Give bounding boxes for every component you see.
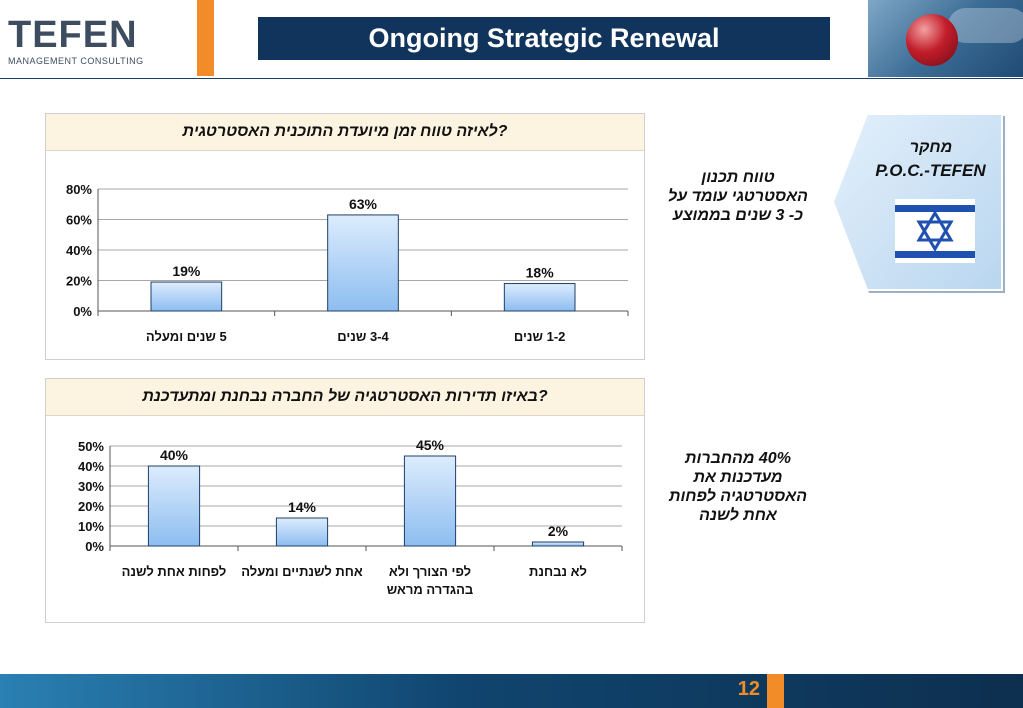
bar (403, 455, 457, 547)
y-tick-label: 80% (66, 182, 92, 197)
y-tick-label: 20% (66, 274, 92, 289)
bar (150, 281, 223, 312)
bar (503, 283, 576, 312)
category-label: בהגדרה מראש (387, 582, 473, 597)
logo-wordmark: TEFEN (8, 14, 138, 56)
data-label: 63% (349, 196, 378, 212)
tefen-logo: TEFEN MANAGEMENT CONSULTING (8, 14, 186, 67)
category-label: 3-4 שנים (337, 329, 389, 344)
chart2-side-note: 40% מהחברות מעדכנות את האסטרטגיה לפחות א… (668, 450, 807, 524)
chart2-question: ?באיזו תדירות האסטרטגיה של החברה נבחנת ו… (46, 379, 644, 416)
flag-top-stripe (895, 205, 975, 212)
star-of-david-icon (916, 210, 954, 252)
bar (275, 517, 329, 547)
slide-title: Ongoing Strategic Renewal (258, 17, 830, 60)
category-label: 5 שנים ומעלה (146, 329, 227, 344)
category-label: אחת לשנתיים ומעלה (241, 564, 363, 579)
chart2-panel: ?באיזו תדירות האסטרטגיה של החברה נבחנת ו… (45, 378, 645, 623)
data-label: 19% (172, 263, 201, 279)
category-label: לפי הצורך ולא (389, 564, 471, 579)
category-label: 1-2 שנים (514, 329, 566, 344)
chart1-svg: 0% 20% 40% 60% 80% 19% 5 שנים ומעלה 63% 3-4 שנים… (66, 182, 629, 344)
y-tick-label: 40% (78, 459, 104, 474)
hand-shape (948, 8, 1023, 43)
y-tick-label: 10% (78, 519, 104, 534)
data-label: 45% (416, 437, 445, 453)
israel-flag-icon (895, 199, 975, 263)
flag-bottom-stripe (895, 251, 975, 258)
chart1-question: ?לאיזה טווח זמן מיועדת התוכנית האסטרטגית (46, 114, 644, 151)
y-tick-label: 40% (66, 243, 92, 258)
y-tick-label: 60% (66, 213, 92, 228)
header-bar: TEFEN MANAGEMENT CONSULTING Ongoing Stra… (0, 0, 1023, 79)
chart2-svg: 0% 10% 20% 30% 40% 50% 40% לפחות אחת לשנה 14% אחת… (78, 437, 623, 597)
data-label: 40% (160, 447, 189, 463)
bar (147, 465, 201, 547)
footer-bar (0, 674, 1023, 708)
logo-subtitle: MANAGEMENT CONSULTING (8, 56, 144, 66)
page-number: 12 (737, 678, 760, 700)
callout-poc-tefen-label: P.O.C.-TEFEN (875, 161, 986, 180)
chart1-side-note: טווח תכנון האסטרטגי עומד על כ- 3 שנים במ… (668, 169, 808, 224)
data-label: 18% (526, 265, 555, 281)
apple-icon (906, 14, 958, 66)
callout-research-label: מחקר (909, 139, 953, 156)
y-tick-label: 0% (85, 539, 104, 554)
category-label: לפחות אחת לשנה (122, 564, 227, 579)
y-tick-label: 30% (78, 479, 104, 494)
y-tick-label: 0% (73, 304, 92, 319)
apple-in-hands-image (868, 0, 1023, 77)
y-tick-label: 50% (78, 439, 104, 454)
bar (327, 214, 399, 312)
chart1-panel: ?לאיזה טווח זמן מיועדת התוכנית האסטרטגית… (45, 113, 645, 360)
data-label: 14% (288, 499, 317, 515)
footer-orange-accent (767, 674, 784, 708)
bar (531, 541, 585, 547)
data-label: 2% (548, 523, 569, 539)
y-tick-label: 20% (78, 499, 104, 514)
category-label: לא נבחנת (529, 564, 587, 579)
orange-accent-bar (197, 0, 214, 76)
